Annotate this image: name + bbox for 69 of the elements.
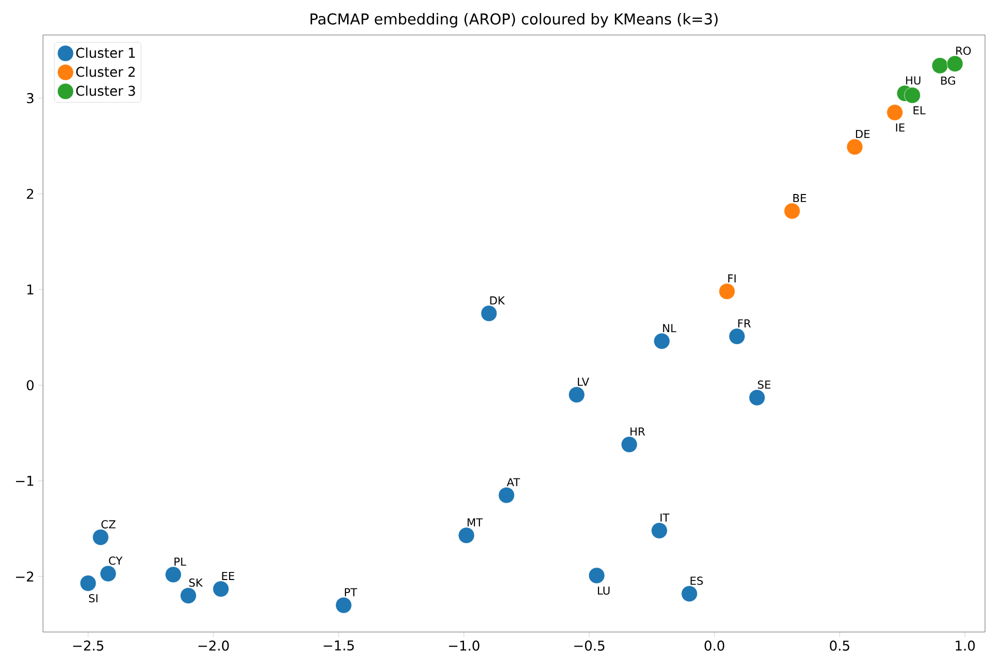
annotation: PL <box>174 558 186 566</box>
annotation: SK <box>189 578 203 587</box>
point <box>904 87 921 104</box>
point <box>212 580 230 598</box>
point <box>165 566 182 583</box>
annotation: FI <box>728 274 736 282</box>
point <box>458 527 475 544</box>
point <box>335 597 352 614</box>
y-tick-label: 2 <box>26 188 34 199</box>
annotation: MT <box>468 518 483 526</box>
annotation: DE <box>856 130 870 138</box>
x-tick-label: −0.5 <box>574 640 604 651</box>
annotation: FR <box>738 319 751 328</box>
annotation: LU <box>598 586 610 595</box>
annotation: NL <box>663 324 676 332</box>
point <box>728 328 746 345</box>
y-tick-label: −1 <box>16 476 34 486</box>
x-tick-label: −1.0 <box>448 640 480 651</box>
annotation: AT <box>506 478 520 486</box>
annotation: ES <box>690 576 703 585</box>
point <box>651 522 668 539</box>
point <box>718 283 736 300</box>
point <box>784 202 800 220</box>
legend-label: Cluster 2 <box>76 66 135 77</box>
annotation: RO <box>956 46 971 55</box>
point <box>480 305 498 322</box>
annotation: PT <box>344 588 358 596</box>
x-tick-label: 1.0 <box>956 640 975 651</box>
x-tick-label: −2.5 <box>73 640 104 651</box>
point <box>100 565 116 582</box>
y-tick-label: 0 <box>26 380 34 390</box>
annotation: BE <box>793 194 806 202</box>
annotation: HR <box>630 427 645 436</box>
point <box>498 486 515 504</box>
annotation: CY <box>108 556 123 565</box>
point <box>621 436 638 453</box>
point <box>946 56 964 72</box>
legend-label: Cluster 3 <box>76 86 135 96</box>
annotation: DK <box>490 296 505 304</box>
annotation: SE <box>758 380 770 389</box>
annotation: SI <box>89 594 98 602</box>
point <box>748 389 766 406</box>
y-tick-label: 1 <box>27 284 34 294</box>
legend-label: Cluster 1 <box>76 48 135 58</box>
y-tick-label: 3 <box>26 93 34 104</box>
annotation: EL <box>914 106 926 114</box>
annotation: IE <box>896 124 904 132</box>
point <box>180 587 197 604</box>
x-tick-label: 0.5 <box>830 640 850 651</box>
annotation: CZ <box>101 520 116 528</box>
point <box>932 57 948 74</box>
annotation: IT <box>660 514 670 522</box>
point <box>654 332 670 350</box>
point <box>92 529 109 546</box>
annotation: EE <box>222 572 234 580</box>
point <box>886 104 904 121</box>
x-tick-label: −1.5 <box>324 640 354 651</box>
annotation: HU <box>906 76 920 85</box>
annotation: BG <box>941 76 956 85</box>
x-tick-label: −2.0 <box>198 640 229 651</box>
annotation: LV <box>578 378 590 386</box>
point <box>568 386 585 403</box>
x-tick-label: 0.0 <box>704 640 724 651</box>
point <box>588 567 605 584</box>
y-tick-label: −2 <box>16 572 34 582</box>
point <box>846 138 863 156</box>
point <box>681 586 698 602</box>
point <box>80 575 96 592</box>
chart-title: PaCMAP embedding (AROP) coloured by KMeans (k=3) <box>310 13 718 28</box>
